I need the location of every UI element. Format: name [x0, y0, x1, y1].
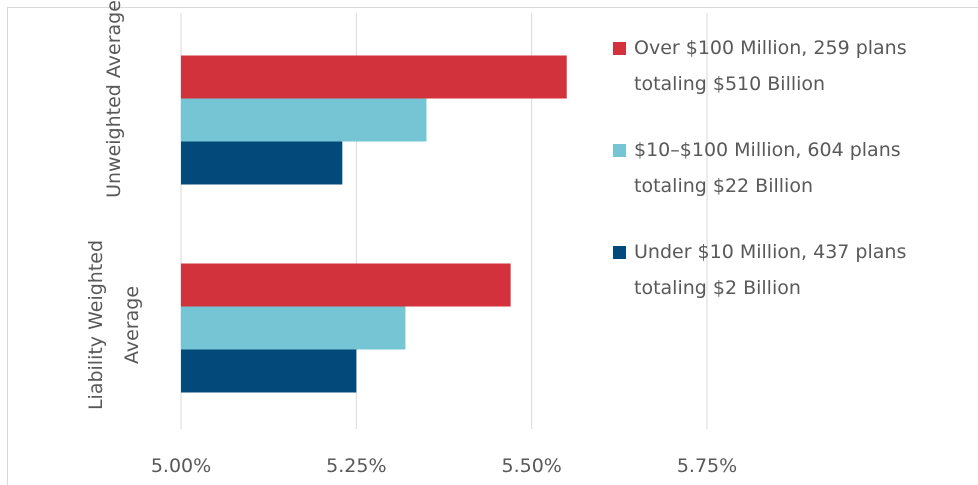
legend-swatch — [613, 246, 626, 259]
legend-swatch — [613, 144, 626, 157]
bar — [181, 306, 406, 350]
legend-item: $10–$100 Million, 604 plans totaling $22… — [613, 132, 978, 204]
legend-swatch — [613, 42, 626, 55]
bar — [181, 141, 343, 185]
legend-label: Under $10 Million, 437 plans totaling $2… — [634, 241, 907, 299]
x-tick-label: 5.00% — [151, 455, 211, 477]
bar — [181, 263, 511, 307]
legend-label: Over $100 Million, 259 plans totaling $5… — [634, 37, 907, 95]
bar — [181, 98, 427, 142]
legend-item: Over $100 Million, 259 plans totaling $5… — [613, 30, 978, 102]
bar — [181, 349, 357, 393]
x-tick-label: 5.50% — [501, 455, 561, 477]
y-tick-label: Unweighted Average — [103, 0, 125, 198]
y-tick-label: Liability Weighted Average — [85, 239, 143, 411]
legend-item: Under $10 Million, 437 plans totaling $2… — [613, 234, 978, 306]
legend: Over $100 Million, 259 plans totaling $5… — [613, 30, 978, 336]
x-tick-label: 5.75% — [677, 455, 737, 477]
x-tick-label: 5.25% — [326, 455, 386, 477]
bar — [181, 55, 567, 99]
chart-frame — [7, 7, 978, 485]
legend-label: $10–$100 Million, 604 plans totaling $22… — [634, 139, 901, 197]
